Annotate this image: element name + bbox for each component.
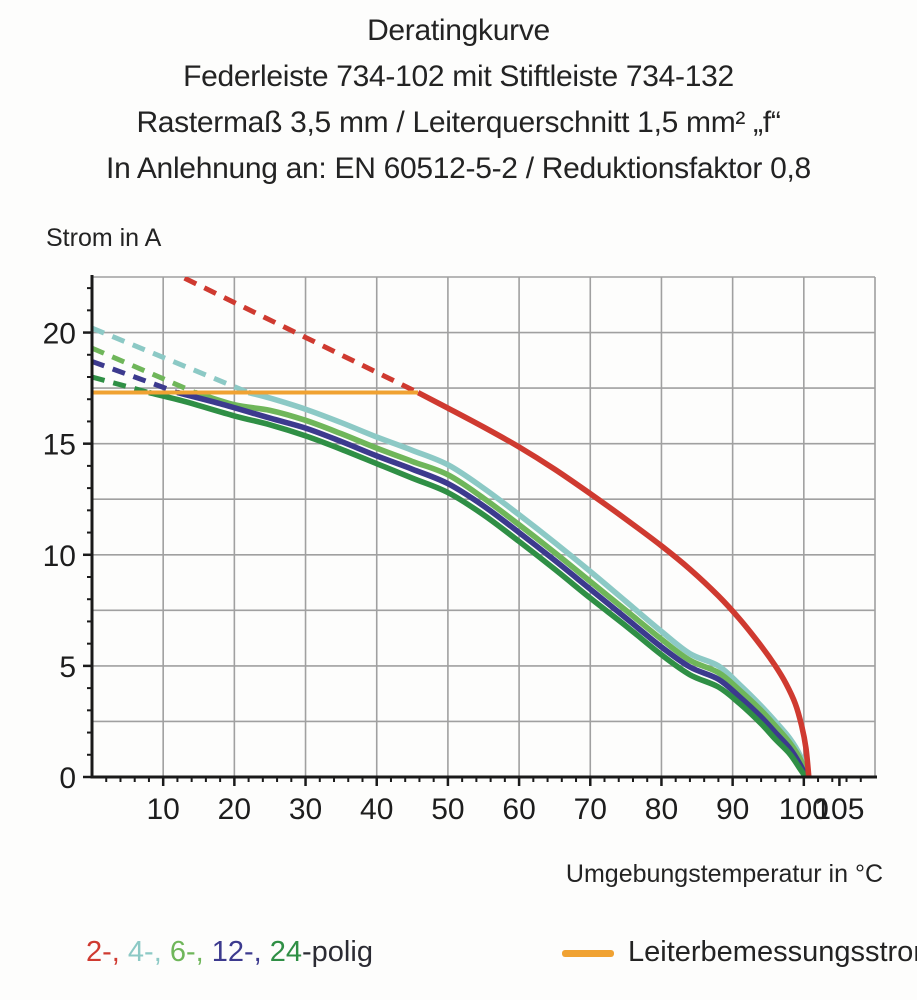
curve-4-polig: [247, 389, 810, 777]
legend-poles-part: 2-,: [86, 936, 128, 968]
curve-24-polig: [148, 389, 808, 777]
legend-poles-label: 2-, 4-, 6-, 12-, 24-polig: [86, 936, 373, 969]
x-tick-label: 80: [645, 793, 678, 826]
chart-title-line-2: Federleiste 734-102 mit Stiftleiste 734-…: [183, 60, 734, 93]
x-tick-label: 30: [289, 793, 322, 826]
legend-poles-part: -polig: [302, 936, 373, 968]
x-tick-label: 10: [146, 793, 179, 826]
curve-2-polig: [416, 390, 812, 777]
legend-poles-part: 12-,: [211, 936, 270, 968]
y-tick-label: 15: [43, 429, 76, 462]
chart-title-line-4: In Anlehnung an: EN 60512-5-2 / Reduktio…: [106, 152, 811, 185]
rated-current-label: Leiterbemessungsstrom: [628, 936, 917, 968]
chart-title-line-1: Deratingkurve: [367, 14, 550, 47]
x-axis-title: Umgebungstemperatur in °C: [565, 860, 883, 888]
legend: 2-, 4-, 6-, 12-, 24-polig Leiterbemessun…: [0, 936, 917, 980]
curve-dashed-6-polig: [92, 345, 197, 395]
x-tick-label: 90: [716, 793, 749, 826]
x-tick-label: 40: [360, 793, 393, 826]
chart-title-line-3: Rastermaß 3,5 mm / Leiterquerschnitt 1,5…: [136, 106, 781, 139]
curve-6-polig: [194, 389, 809, 777]
chart-title-block: Deratingkurve Federleiste 734-102 mit St…: [0, 8, 917, 192]
x-tick-label: 60: [502, 793, 535, 826]
x-tick-label: 50: [431, 793, 464, 826]
legend-rated-current: Leiterbemessungsstrom: [562, 936, 917, 969]
y-tick-label: 20: [43, 318, 76, 351]
x-tick-label: 100: [779, 793, 829, 826]
y-tick-label: 5: [59, 651, 76, 684]
curve-dashed-24-polig: [92, 374, 150, 395]
y-tick-label: 10: [43, 540, 76, 573]
y-tick-label: 0: [59, 762, 76, 795]
rated-current-line-swatch: [562, 950, 614, 957]
legend-poles-part: 24: [269, 936, 303, 968]
curve-dashed-2-polig: [183, 277, 420, 395]
ticks: [83, 287, 862, 786]
x-tick-label: 70: [574, 793, 607, 826]
y-axis-title: Strom in A: [46, 224, 162, 252]
series-group: [92, 277, 812, 777]
legend-poles-part: 4-,: [127, 936, 170, 968]
curve-dashed-4-polig: [92, 325, 250, 395]
x-tick-label: 20: [218, 793, 251, 826]
curve-12-polig: [176, 389, 809, 777]
x-tick-label: 105: [814, 793, 864, 826]
curve-dashed-12-polig: [92, 359, 179, 395]
legend-poles-part: 6-,: [169, 936, 212, 968]
